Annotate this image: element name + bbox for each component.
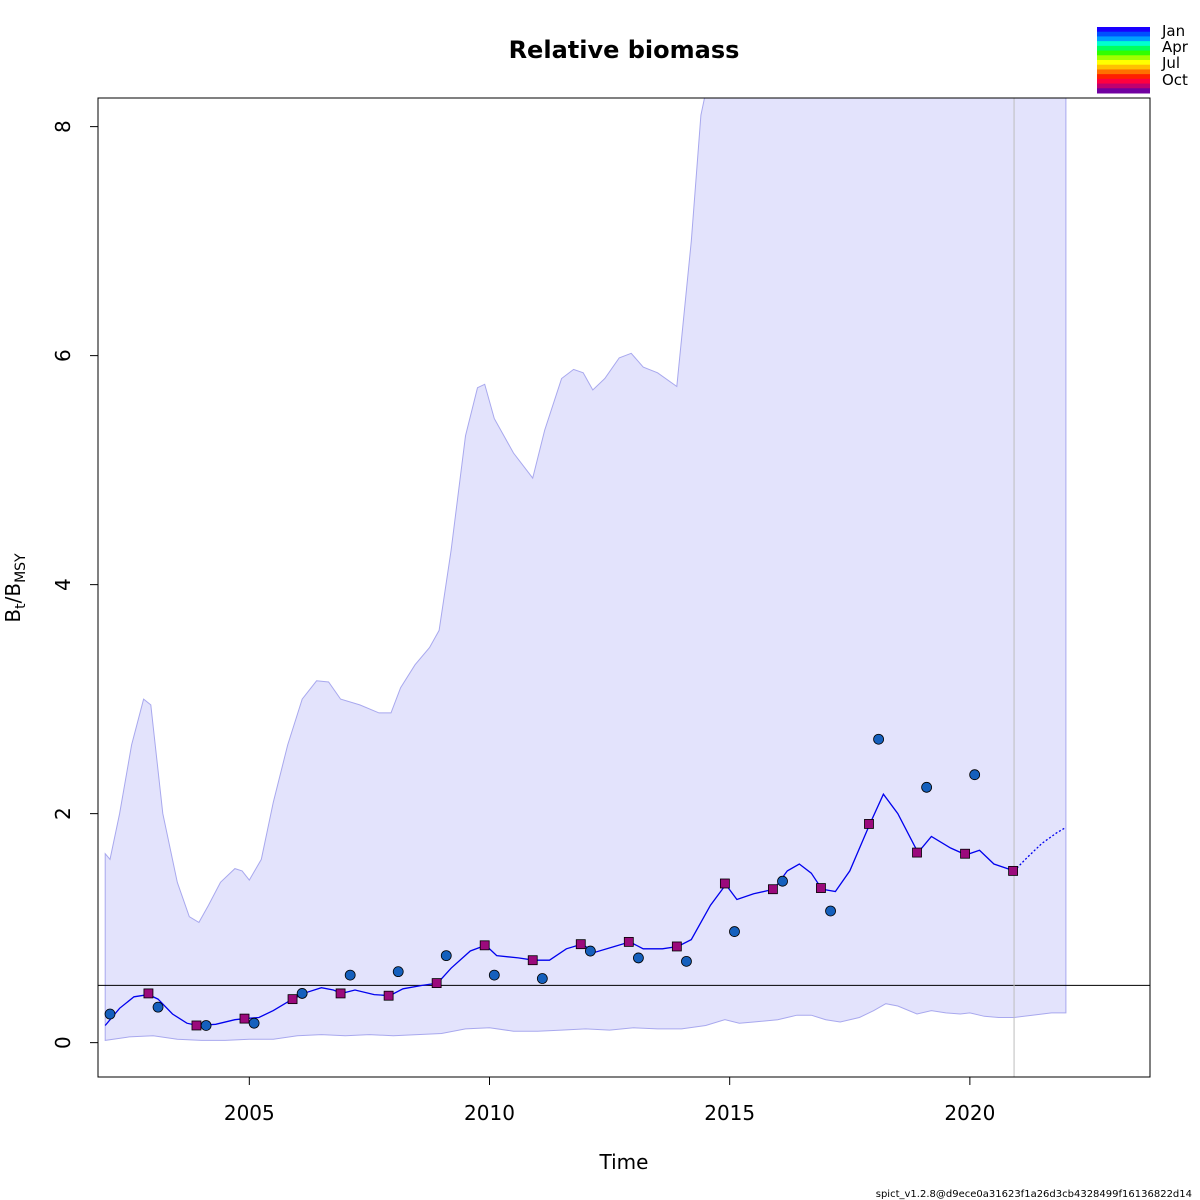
- index-point-square: [816, 883, 826, 893]
- index-point-square: [864, 819, 874, 829]
- index-point-circle: [729, 926, 740, 937]
- x-axis-title: Time: [599, 1150, 649, 1174]
- index-point-square: [287, 994, 298, 1005]
- x-tick-label: 2005: [224, 1101, 275, 1125]
- y-tick-label: 4: [51, 578, 75, 591]
- y-axis-title-main: B: [1, 609, 25, 623]
- y-tick-label: 2: [51, 807, 75, 820]
- y-tick-label: 6: [51, 349, 75, 362]
- index-point-square: [671, 941, 682, 952]
- legend-color-swatch: [1097, 78, 1150, 85]
- index-point-square: [1008, 865, 1018, 876]
- index-point-circle: [344, 969, 356, 981]
- legend-label: Oct: [1162, 71, 1188, 89]
- legend-color-swatch: [1097, 50, 1150, 56]
- legend-color-swatch: [1097, 27, 1150, 33]
- legend-color-swatch: [1097, 31, 1150, 37]
- legend-label: Jan: [1161, 22, 1185, 40]
- index-point-circle: [681, 955, 692, 967]
- legend-color-swatch: [1097, 45, 1150, 52]
- index-point-square: [335, 988, 346, 999]
- index-point-square: [143, 988, 154, 999]
- y-tick-label: 8: [51, 120, 75, 133]
- x-axis: 2005 2010 2015 2020: [224, 1076, 995, 1125]
- index-point-circle: [104, 1008, 116, 1020]
- index-point-circle: [969, 769, 981, 781]
- legend-color-swatch: [1097, 60, 1150, 66]
- index-point-square: [575, 939, 586, 950]
- x-tick-label: 2015: [704, 1101, 755, 1125]
- index-point-circle: [488, 969, 500, 981]
- index-point-circle: [873, 733, 884, 745]
- index-point-circle: [536, 973, 548, 984]
- index-point-circle: [825, 905, 836, 917]
- index-point-circle: [296, 988, 308, 999]
- legend-color-swatch: [1097, 88, 1150, 94]
- legend-color-swatch: [1097, 36, 1150, 42]
- index-point-square: [239, 1013, 250, 1024]
- y-axis-title-sub2: MSY: [13, 553, 29, 583]
- index-point-square: [383, 990, 394, 1001]
- index-point-square: [912, 847, 922, 858]
- index-point-square: [623, 936, 634, 947]
- index-point-square: [527, 955, 538, 966]
- forecast-line: [1013, 826, 1067, 872]
- index-point-square: [431, 978, 442, 989]
- index-point-circle: [921, 781, 933, 793]
- legend-color-swatch: [1097, 41, 1150, 47]
- x-tick-label: 2020: [944, 1101, 995, 1125]
- y-axis-title: Bt/BMSY: [1, 553, 29, 623]
- index-point-square: [719, 878, 730, 889]
- legend-label: Jul: [1161, 54, 1180, 72]
- plot-area: [98, 98, 1150, 1077]
- index-point-circle: [152, 1001, 164, 1013]
- index-point-circle: [440, 950, 452, 962]
- index-point-circle: [200, 1020, 212, 1031]
- index-point-circle: [584, 945, 596, 957]
- legend-color-swatch: [1097, 55, 1150, 61]
- confidence-band: [104, 98, 1067, 1041]
- index-point-square: [479, 940, 490, 951]
- index-point-circle: [392, 966, 404, 978]
- index-point-circle: [248, 1017, 260, 1029]
- y-tick-label: 0: [51, 1036, 75, 1049]
- legend-color-swatch: [1097, 69, 1150, 75]
- index-point-square: [191, 1020, 202, 1031]
- legend-color-swatch: [1097, 74, 1150, 80]
- legend-label: Apr: [1162, 38, 1189, 56]
- legend-color-swatch: [1097, 64, 1150, 70]
- footer-version: spict_v1.2.8@d9ece0a31623f1a26d3cb432849…: [876, 1189, 1192, 1200]
- y-axis: 0 2 4 6 8: [51, 120, 99, 1049]
- y-axis-title-sub1: t: [13, 603, 29, 609]
- index-point-circle: [633, 952, 644, 964]
- x-tick-label: 2010: [464, 1101, 515, 1125]
- legend-color-swatch: [1097, 83, 1150, 89]
- index-point-square: [768, 884, 778, 895]
- y-axis-title-sep: /B: [1, 583, 25, 603]
- chart-title: Relative biomass: [509, 36, 740, 64]
- index-point-square: [960, 848, 970, 859]
- index-point-circle: [777, 875, 788, 887]
